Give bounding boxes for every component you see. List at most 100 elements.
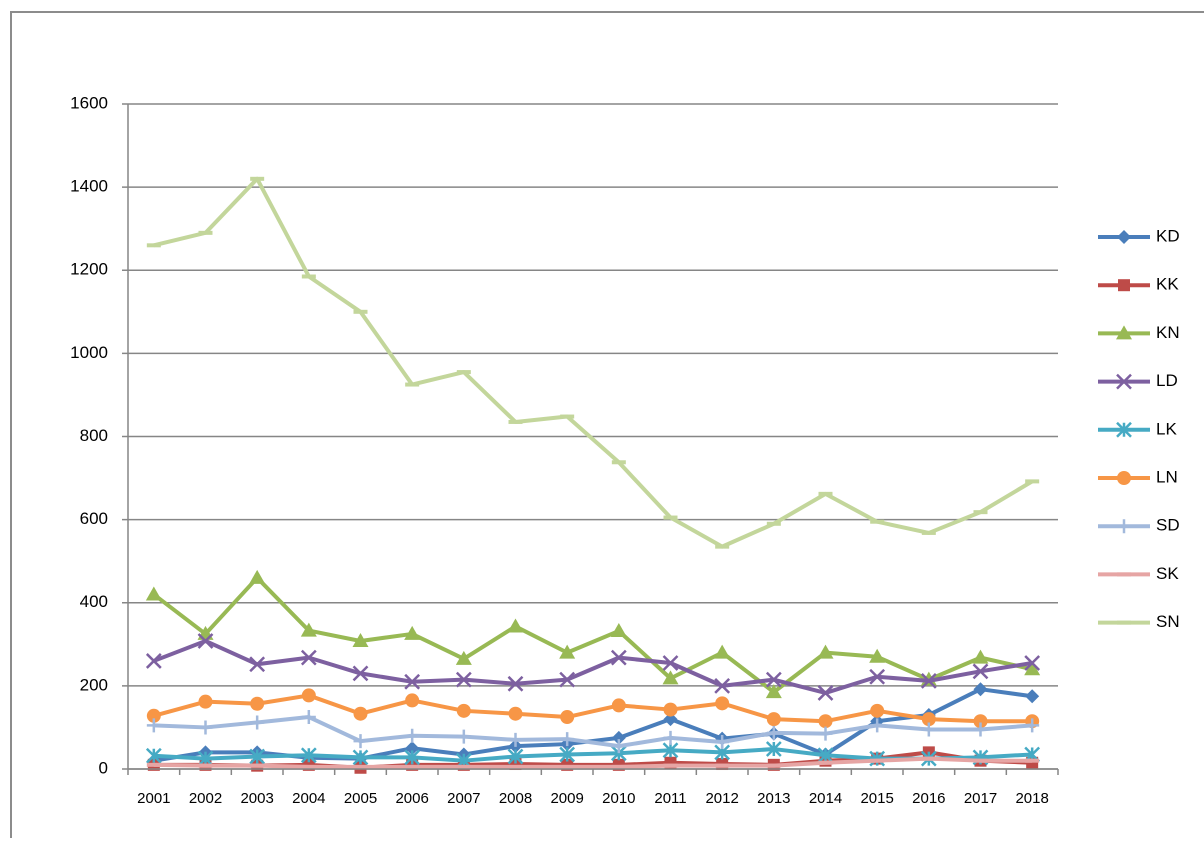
marker-shape (817, 644, 834, 659)
marker (352, 632, 369, 647)
y-tick-label: 600 (80, 509, 108, 528)
marker (1025, 718, 1040, 733)
marker (146, 708, 161, 723)
x-tick-label: 2005 (344, 790, 377, 807)
marker (611, 698, 626, 713)
marker-shape (1117, 471, 1131, 485)
marker (405, 693, 420, 708)
marker-shape (765, 684, 782, 699)
marker (560, 732, 575, 747)
marker-shape (818, 726, 833, 741)
marker-shape (249, 656, 266, 673)
marker-shape (146, 718, 161, 733)
marker (1024, 655, 1041, 671)
y-tick-label: 400 (80, 592, 108, 611)
marker-shape (145, 586, 162, 601)
x-tick-label: 2008 (499, 790, 532, 807)
marker-shape (352, 749, 369, 766)
legend-marker (1117, 519, 1131, 534)
marker-shape (817, 685, 834, 701)
x-tick-label: 2013 (757, 790, 790, 807)
marker (507, 618, 524, 633)
marker-shape (611, 739, 626, 754)
marker-shape (507, 675, 524, 692)
marker-shape (766, 712, 781, 727)
marker (662, 742, 679, 759)
marker (455, 671, 472, 688)
marker (352, 749, 369, 766)
marker-shape (353, 734, 368, 749)
marker (972, 663, 989, 680)
marker (817, 644, 834, 659)
marker (765, 741, 782, 757)
marker (559, 746, 576, 763)
marker (663, 730, 678, 745)
marker-shape (663, 730, 678, 745)
marker-shape (405, 741, 420, 756)
marker-shape (301, 688, 316, 703)
legend-label: SK (1156, 564, 1179, 583)
marker-shape (920, 673, 937, 689)
marker-shape (146, 708, 161, 723)
marker-shape (869, 648, 886, 663)
x-tick-label: 2014 (809, 790, 842, 807)
marker (456, 703, 471, 718)
marker (145, 586, 162, 601)
marker-shape (715, 696, 730, 711)
marker-shape (662, 742, 679, 759)
x-tick-label: 2015 (860, 790, 893, 807)
marker (870, 703, 885, 718)
marker-shape (1117, 230, 1131, 244)
x-tick-label: 2002 (189, 790, 222, 807)
marker-shape (559, 644, 576, 659)
marker (197, 633, 214, 649)
marker-shape (560, 710, 575, 725)
y-tick-label: 800 (80, 426, 108, 445)
marker (766, 725, 781, 740)
marker-shape (1116, 373, 1132, 390)
marker-shape (714, 677, 731, 694)
x-tick-label: 2009 (550, 790, 583, 807)
legend-marker (1118, 279, 1130, 292)
marker (455, 650, 472, 665)
marker (146, 718, 161, 733)
marker-shape (765, 671, 782, 688)
legend-label: SD (1156, 516, 1180, 535)
marker (353, 734, 368, 749)
legend-label: SN (1156, 612, 1180, 631)
marker (559, 644, 576, 659)
marker (508, 732, 523, 747)
marker-shape (973, 714, 988, 729)
marker-shape (508, 706, 523, 721)
legend-marker (1117, 230, 1131, 244)
marker-shape (301, 710, 316, 725)
marker (300, 747, 317, 764)
marker-shape (300, 649, 317, 666)
marker (610, 649, 627, 666)
legend-label: LK (1156, 419, 1177, 438)
marker-shape (611, 698, 626, 713)
marker (663, 702, 678, 717)
series-line (152, 575, 1033, 695)
marker-shape (610, 623, 627, 638)
marker-shape (869, 668, 886, 685)
x-tick-label: 2016 (912, 790, 945, 807)
marker-shape (250, 696, 265, 711)
series-line (153, 638, 1033, 695)
marker (405, 728, 420, 743)
legend-marker (1117, 471, 1131, 485)
marker-shape (972, 663, 989, 680)
x-tick-label: 2010 (602, 790, 635, 807)
marker-shape (197, 750, 214, 767)
marker (662, 655, 679, 671)
marker (508, 706, 523, 721)
marker (817, 685, 834, 701)
marker (300, 649, 317, 666)
marker-shape (249, 748, 266, 765)
x-tick-label: 2004 (292, 790, 325, 807)
marker (1024, 661, 1041, 676)
marker (404, 673, 421, 690)
marker (507, 675, 524, 692)
marker (559, 671, 576, 688)
